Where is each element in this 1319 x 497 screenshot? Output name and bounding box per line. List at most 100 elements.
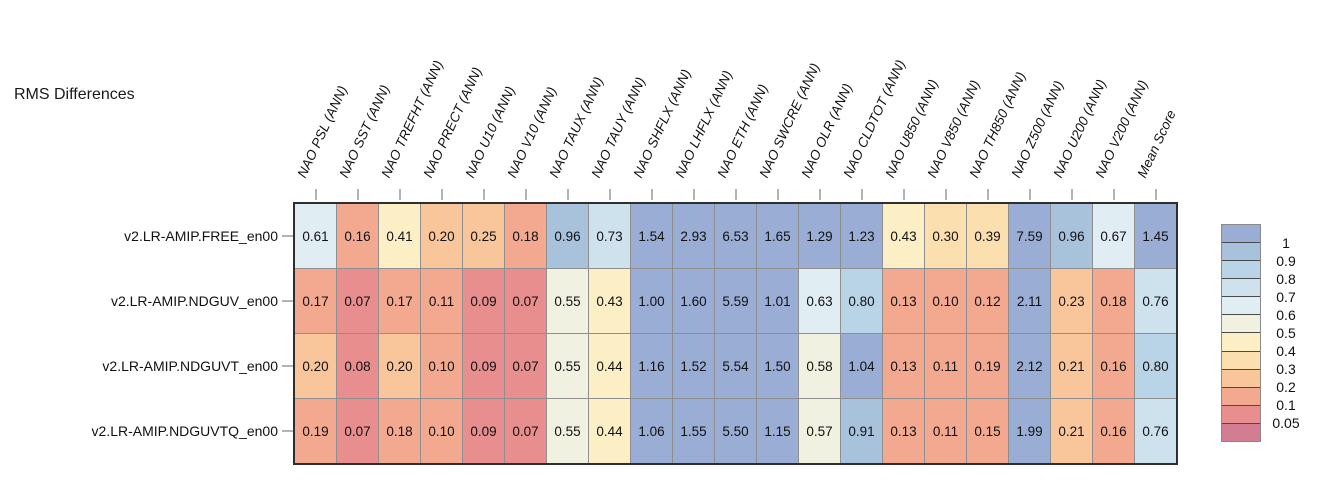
heatmap-cell: 0.11 [421, 269, 462, 333]
legend-tick-label: 0.05 [1272, 415, 1300, 431]
column-tick [356, 189, 359, 200]
heatmap-cell: 0.09 [463, 399, 504, 463]
heatmap-cell: 0.15 [967, 399, 1008, 463]
column-tick [944, 189, 947, 200]
legend-tick-label: 0.3 [1276, 361, 1296, 377]
heatmap-cell: 0.55 [547, 334, 588, 398]
column-tick [860, 189, 863, 200]
heatmap-cell: 0.43 [589, 269, 630, 333]
heatmap-cell: 1.52 [673, 334, 714, 398]
legend-color-band [1222, 333, 1260, 352]
heatmap-cell: 1.06 [631, 399, 672, 463]
column-tick [398, 189, 401, 200]
row-tick [282, 300, 293, 302]
heatmap-cell: 0.09 [463, 269, 504, 333]
column-tick [1028, 189, 1031, 200]
heatmap-cell: 1.45 [1135, 204, 1176, 268]
heatmap-cell: 0.11 [925, 334, 966, 398]
heatmap-cell: 0.41 [379, 204, 420, 268]
heatmap-cell: 0.13 [883, 334, 924, 398]
legend-colorbar [1221, 224, 1261, 442]
heatmap-cell: 1.54 [631, 204, 672, 268]
heatmap-cell: 0.20 [295, 334, 336, 398]
legend-color-band [1222, 351, 1260, 370]
heatmap-cell: 0.73 [589, 204, 630, 268]
heatmap-cell: 5.59 [715, 269, 756, 333]
heatmap-cell: 0.10 [421, 334, 462, 398]
heatmap-cell: 2.11 [1009, 269, 1050, 333]
heatmap-cell: 0.07 [505, 334, 546, 398]
column-tick [482, 189, 485, 200]
row-label: v2.LR-AMIP.NDGUV_en00 [110, 293, 278, 309]
heatmap-cell: 0.76 [1135, 399, 1176, 463]
legend-color-band [1222, 369, 1260, 388]
heatmap-cell: 0.91 [841, 399, 882, 463]
heatmap-cell: 0.20 [421, 204, 462, 268]
heatmap-cell: 0.21 [1051, 334, 1092, 398]
column-tick [734, 189, 737, 200]
legend-tick-label: 0.6 [1276, 307, 1296, 323]
row-tick [282, 430, 293, 432]
heatmap-cell: 0.55 [547, 399, 588, 463]
heatmap-cell: 0.18 [379, 399, 420, 463]
heatmap-cell: 1.29 [799, 204, 840, 268]
column-tick [650, 189, 653, 200]
heatmap-cell: 0.61 [295, 204, 336, 268]
heatmap-cell: 5.50 [715, 399, 756, 463]
heatmap-cell: 1.65 [757, 204, 798, 268]
column-tick [986, 189, 989, 200]
heatmap-cell: 0.10 [925, 269, 966, 333]
row-label: v2.LR-AMIP.NDGUVT_en00 [102, 358, 278, 374]
heatmap-cell: 0.17 [379, 269, 420, 333]
legend-tick-label: 0.2 [1276, 379, 1296, 395]
heatmap-cell: 0.17 [295, 269, 336, 333]
heatmap-cell: 7.59 [1009, 204, 1050, 268]
legend-tick-label: 0.9 [1276, 253, 1296, 269]
heatmap-cell: 0.44 [589, 334, 630, 398]
column-tick [524, 189, 527, 200]
heatmap-cell: 0.23 [1051, 269, 1092, 333]
heatmap-cell: 1.99 [1009, 399, 1050, 463]
heatmap-cell: 0.80 [1135, 334, 1176, 398]
heatmap-cell: 0.55 [547, 269, 588, 333]
legend-tick-label: 0.1 [1276, 397, 1296, 413]
legend-color-band [1222, 387, 1260, 406]
column-label: Mean Score [1133, 107, 1179, 180]
column-tick [1112, 189, 1115, 200]
legend-color-band [1222, 243, 1260, 262]
column-tick [692, 189, 695, 200]
heatmap-cell: 0.12 [967, 269, 1008, 333]
legend-color-band [1222, 423, 1260, 441]
row-tick [282, 235, 293, 237]
heatmap-cell: 0.43 [883, 204, 924, 268]
heatmap-cell: 0.44 [589, 399, 630, 463]
heatmap-cell: 1.04 [841, 334, 882, 398]
heatmap-cell: 1.50 [757, 334, 798, 398]
legend-color-band [1222, 279, 1260, 298]
heatmap-cell: 0.58 [799, 334, 840, 398]
heatmap-cell: 0.19 [967, 334, 1008, 398]
legend-tick-label: 0.4 [1276, 343, 1296, 359]
column-tick [440, 189, 443, 200]
column-tick [314, 189, 317, 200]
column-tick [608, 189, 611, 200]
heatmap-cell: 0.76 [1135, 269, 1176, 333]
legend-color-band [1222, 261, 1260, 280]
heatmap-cell: 0.18 [505, 204, 546, 268]
heatmap-cell: 1.16 [631, 334, 672, 398]
heatmap-cell: 5.54 [715, 334, 756, 398]
legend-color-band [1222, 297, 1260, 316]
heatmap-cell: 0.07 [505, 399, 546, 463]
heatmap-cell: 0.80 [841, 269, 882, 333]
heatmap-cell: 1.23 [841, 204, 882, 268]
column-tick [902, 189, 905, 200]
column-tick [1070, 189, 1073, 200]
heatmap-cell: 0.13 [883, 399, 924, 463]
heatmap-cell: 0.39 [967, 204, 1008, 268]
heatmap-cell: 0.30 [925, 204, 966, 268]
legend-tick-label: 1 [1282, 235, 1290, 251]
heatmap-cell: 0.96 [1051, 204, 1092, 268]
heatmap-cell: 0.07 [337, 269, 378, 333]
heatmap-cell: 6.53 [715, 204, 756, 268]
